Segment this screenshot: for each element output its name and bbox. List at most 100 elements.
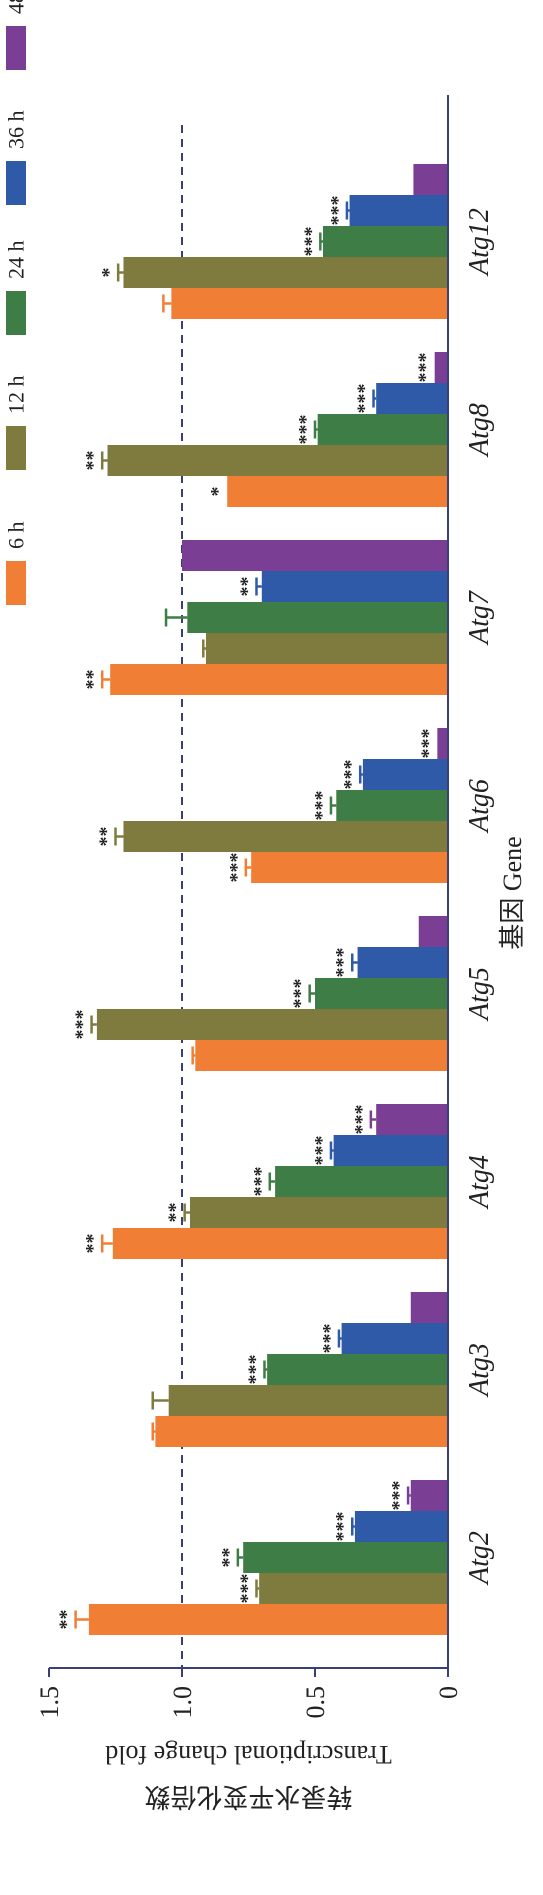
- category-group-atg12: ******* Atg12: [98, 164, 495, 319]
- legend-label: 6 h: [4, 522, 29, 550]
- bar-atg6-6h: [251, 852, 448, 883]
- bar-atg4-6h: [112, 1228, 448, 1259]
- bar-atg8-24h: [317, 414, 448, 445]
- category-group-atg2: *************Atg2: [56, 1480, 495, 1635]
- significance-mark: ***: [415, 353, 437, 383]
- category-label: Atg7: [464, 590, 495, 646]
- category-group-atg6: **************Atg6: [96, 728, 495, 883]
- bar-atg4-48h: [376, 1104, 448, 1135]
- bar-atg7-12h: [205, 633, 448, 664]
- significance-mark: *: [207, 487, 229, 497]
- y-axis-title-cn: 转录水平变化倍数: [144, 1782, 352, 1811]
- bar-atg3-6h: [155, 1416, 448, 1447]
- significance-mark: **: [82, 670, 104, 690]
- bar-atg2-12h: [259, 1573, 448, 1604]
- significance-mark: ***: [327, 196, 349, 226]
- category-label: Atg12: [464, 208, 495, 277]
- category-group-atg8: ************Atg8: [82, 352, 495, 507]
- significance-mark: ***: [244, 1355, 266, 1385]
- bar-atg5-6h: [195, 1040, 448, 1071]
- legend-swatch: [6, 161, 26, 205]
- significance-mark: ***: [340, 760, 362, 790]
- bar-atg8-36h: [376, 383, 448, 414]
- bar-atg3-24h: [267, 1354, 448, 1385]
- category-group-atg7: ** ** Atg7: [82, 540, 495, 695]
- significance-mark: ***: [226, 853, 248, 883]
- legend: 6 h 12 h 24 h 36 h 48 h: [4, 0, 29, 605]
- category-group-atg3: *** *** Atg3: [151, 1292, 495, 1447]
- bar-atg12-48h: [413, 164, 448, 195]
- bar-atg4-36h: [333, 1135, 448, 1166]
- bar-atg12-12h: [123, 257, 448, 288]
- significance-mark: ***: [290, 979, 312, 1009]
- bar-atg4-12h: [189, 1197, 449, 1228]
- bar-atg5-36h: [357, 947, 448, 978]
- bar-atg3-36h: [341, 1323, 448, 1354]
- significance-mark: ***: [351, 1105, 373, 1135]
- significance-mark: **: [96, 827, 118, 847]
- bar-atg12-36h: [349, 195, 448, 226]
- bar-atg4-24h: [275, 1166, 448, 1197]
- legend-swatch: [6, 26, 26, 70]
- category-group-atg5: *** *** *** Atg5: [72, 916, 495, 1071]
- bar-atg12-6h: [171, 288, 449, 319]
- bar-atg3-12h: [168, 1385, 448, 1416]
- significance-mark: ***: [417, 729, 439, 759]
- tick-label: 1.0: [168, 1686, 197, 1719]
- bar-atg6-36h: [362, 759, 448, 790]
- category-group-atg4: *************Atg4: [82, 1104, 495, 1259]
- bar-atg8-6h: [227, 476, 448, 507]
- bar-atg7-24h: [187, 602, 448, 633]
- significance-mark: **: [165, 1203, 187, 1223]
- category-label: Atg2: [464, 1531, 495, 1586]
- significance-mark: ***: [388, 1481, 410, 1511]
- tick-label: 0: [434, 1686, 463, 1699]
- significance-mark: ***: [236, 1574, 258, 1604]
- y-axis-title-en: Transcriptional change fold: [105, 1740, 391, 1769]
- significance-mark: ***: [311, 791, 333, 821]
- bar-atg6-12h: [123, 821, 448, 852]
- significance-mark: **: [56, 1610, 78, 1630]
- bar-atg6-24h: [336, 790, 448, 821]
- bar-atg5-24h: [315, 978, 448, 1009]
- value-axis: 0 0.5 1.0 1.5: [35, 95, 463, 1719]
- bar-atg7-36h: [261, 571, 448, 602]
- category-label: Atg3: [464, 1343, 495, 1398]
- category-label: Atg8: [464, 403, 495, 458]
- bar-atg5-12h: [96, 1009, 448, 1040]
- legend-label: 36 h: [4, 111, 29, 150]
- bar-atg2-36h: [354, 1511, 448, 1542]
- significance-mark: **: [218, 1548, 240, 1568]
- bar-atg2-24h: [243, 1542, 448, 1573]
- bar-atg6-48h: [437, 728, 448, 759]
- legend-label: 12 h: [4, 376, 29, 415]
- bar-atg5-48h: [418, 916, 448, 947]
- category-label: Atg5: [464, 967, 495, 1022]
- legend-label: 48 h: [4, 0, 29, 14]
- bar-atg3-48h: [410, 1292, 448, 1323]
- legend-label: 24 h: [4, 241, 29, 280]
- significance-mark: ***: [319, 1324, 341, 1354]
- x-axis-title: 基因 Gene: [498, 836, 527, 949]
- bar-atg7-48h: [182, 540, 448, 571]
- significance-mark: ***: [332, 948, 354, 978]
- category-label: Atg4: [464, 1155, 495, 1210]
- significance-mark: **: [82, 1234, 104, 1254]
- bar-atg2-48h: [410, 1480, 448, 1511]
- legend-swatch: [6, 291, 26, 335]
- bar-atg8-12h: [107, 445, 449, 476]
- significance-mark: ***: [354, 384, 376, 414]
- plot-area: *************Atg2******Atg3*************…: [56, 125, 495, 1668]
- significance-mark: **: [236, 577, 258, 597]
- legend-swatch: [6, 426, 26, 470]
- tick-label: 0.5: [301, 1686, 330, 1719]
- significance-mark: **: [82, 451, 104, 471]
- bar-atg12-24h: [322, 226, 448, 257]
- significance-mark: ***: [311, 1136, 333, 1166]
- significance-mark: *: [98, 268, 120, 278]
- significance-mark: ***: [332, 1512, 354, 1542]
- significance-mark: ***: [250, 1167, 272, 1197]
- legend-swatch: [6, 561, 26, 605]
